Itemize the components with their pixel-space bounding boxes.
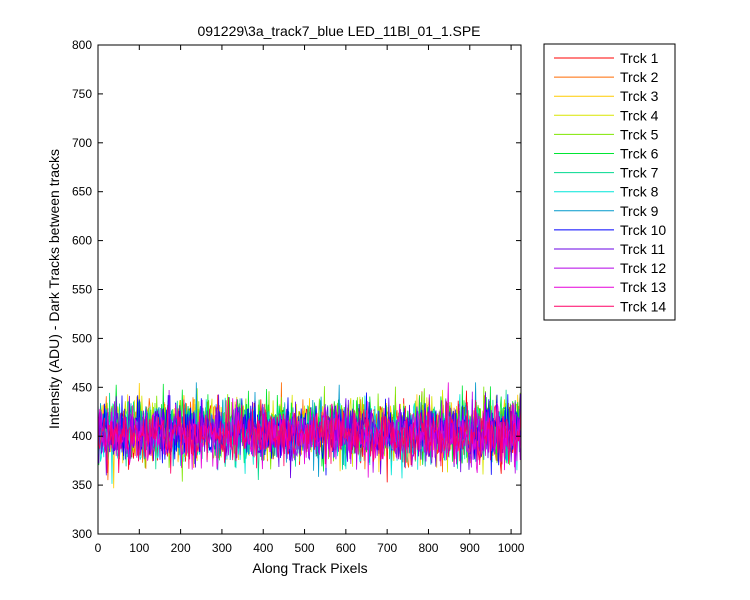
- legend-label: Trck 3: [620, 88, 659, 104]
- y-axis-label: Intensity (ADU) - Dark Tracks between tr…: [46, 149, 62, 429]
- y-tick-label: 550: [72, 283, 92, 297]
- x-tick-label: 500: [295, 541, 315, 555]
- chart-title: 091229\3a_track7_blue LED_11Bl_01_1.SPE: [197, 23, 480, 39]
- legend-label: Trck 7: [620, 165, 659, 181]
- y-tick-label: 800: [72, 38, 92, 52]
- x-axis-label: Along Track Pixels: [252, 560, 367, 576]
- x-tick-label: 600: [336, 541, 356, 555]
- legend-label: Trck 9: [620, 203, 659, 219]
- legend-label: Trck 13: [620, 279, 666, 295]
- x-tick-label: 200: [171, 541, 191, 555]
- y-tick-label: 450: [72, 380, 92, 394]
- y-tick-label: 700: [72, 136, 92, 150]
- chart-legend: Trck 1 Trck 2 Trck 3 Trck 4 Trck 5 Trck 6 Trck…: [543, 43, 676, 321]
- x-tick-label: 400: [253, 541, 273, 555]
- y-tick-label: 350: [72, 478, 92, 492]
- y-tick-label: 300: [72, 527, 92, 541]
- legend-label: Trck 1: [620, 50, 659, 66]
- series-line: [97, 389, 522, 474]
- legend-entries: Trck 1 Trck 2 Trck 3 Trck 4 Trck 5 Trck 6 Trck…: [554, 50, 666, 314]
- legend-box: [543, 43, 676, 321]
- legend-label: Trck 12: [620, 260, 666, 276]
- x-tick-label: 0: [95, 541, 102, 555]
- legend-label: Trck 8: [620, 184, 659, 200]
- legend-label: Trck 2: [620, 69, 659, 85]
- legend-label: Trck 11: [620, 241, 665, 257]
- legend-label: Trck 10: [620, 222, 666, 238]
- legend-label: Trck 5: [620, 126, 659, 142]
- x-tick-label: 1000: [498, 541, 525, 555]
- legend-label: Trck 14: [620, 298, 666, 314]
- x-tick-label: 700: [377, 541, 397, 555]
- x-axis: 0 100 200 300 400 500 600 700 800 900 1000: [95, 45, 525, 555]
- y-tick-label: 650: [72, 185, 92, 199]
- legend-label: Trck 4: [620, 107, 659, 123]
- x-tick-label: 300: [212, 541, 232, 555]
- x-tick-label: 800: [418, 541, 438, 555]
- series-line: [97, 397, 522, 474]
- y-tick-label: 400: [72, 429, 92, 443]
- y-tick-label: 600: [72, 234, 92, 248]
- x-tick-label: 100: [129, 541, 149, 555]
- plot-series-layer: [97, 382, 522, 489]
- x-tick-label: 900: [460, 541, 480, 555]
- y-tick-label: 750: [72, 87, 92, 101]
- y-axis: 300 350 400 450 500 550 600 650 700 750 800: [72, 38, 521, 541]
- legend-label: Trck 6: [620, 146, 659, 162]
- y-tick-label: 500: [72, 331, 92, 345]
